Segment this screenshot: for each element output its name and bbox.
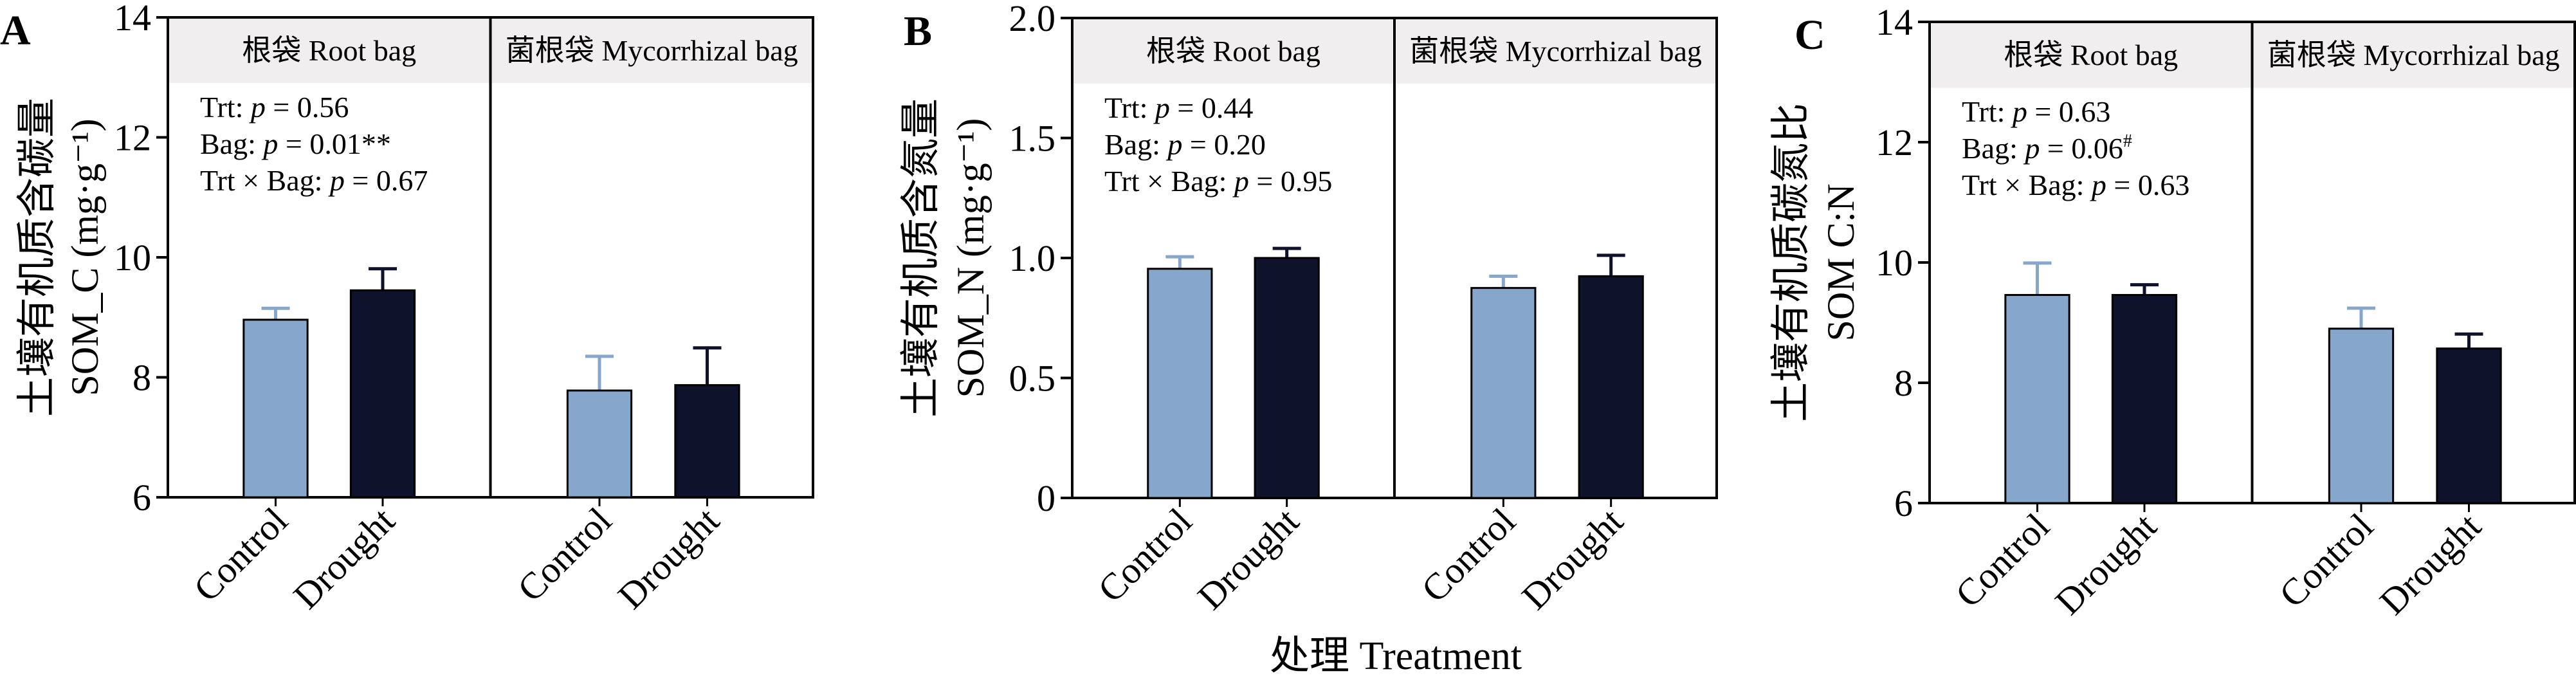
bar-drought [2111,293,2178,504]
x-tick-label: Drought [2047,505,2165,623]
x-tick-label: Drought [286,499,403,617]
y-axis-title-cn: 土壤有机质含氮量 [899,98,943,418]
x-tick-label: Drought [610,499,727,617]
bar-control [242,318,309,499]
stat-value: = 0.56 [266,91,349,124]
bar-drought [1254,257,1320,499]
panel-letter: B [904,8,932,55]
y-tick-label: 10 [1876,242,1913,284]
stat-text: Trt: p = 0.44 [1104,91,1253,124]
y-tick-label: 14 [114,0,151,39]
stat-p: p [2090,169,2106,201]
stat-superscript: # [2123,131,2132,151]
panel-letter: C [1795,12,1825,59]
stat-text: Bag: p = 0.06# [1962,131,2132,165]
bar-control [2004,293,2070,504]
bar-control [1470,287,1537,499]
stat-prefix: Bag: [200,127,263,160]
stat-value: = 0.95 [1249,165,1332,198]
y-axis-title-cn: 土壤有机质含碳量 [15,98,59,417]
stat-p: p [2011,95,2027,128]
stat-p: p [2023,132,2040,165]
x-tick-label: Drought [1513,500,1631,618]
x-axis-title: 处理 Treatment [1270,634,1522,678]
stat-prefix: Trt: [200,91,251,124]
x-tick-label: Control [185,499,295,609]
stat-prefix: Trt × Bag: [200,164,330,197]
x-tick-label: Control [2271,505,2381,615]
stat-value: = 0.06 [2040,132,2123,165]
stat-prefix: Trt: [1104,91,1155,124]
y-axis-title-en: SOM_N (mg·g⁻¹) [949,118,992,398]
y-tick-label: 10 [114,237,151,279]
stat-p: p [1232,165,1249,198]
stat-p: p [249,91,266,124]
stat-text: Trt × Bag: p = 0.63 [1962,169,2189,201]
stat-value: = 0.44 [1170,91,1253,124]
facet-label: 根袋 Root bag [2004,39,2178,71]
y-axis-title-en: SOM C:N [1820,183,1862,341]
stat-value: = 0.01** [278,127,390,160]
y-tick-label: 0 [1037,477,1055,519]
y-tick-label: 1.5 [1009,118,1056,160]
stat-value: = 0.67 [345,164,428,197]
stat-prefix: Trt × Bag: [1104,165,1234,198]
y-tick-label: 1.0 [1009,237,1056,279]
x-tick-label: Control [1090,500,1200,610]
stat-p: p [1153,91,1170,124]
stat-value: = 0.63 [2027,95,2110,128]
bar-control [566,389,633,499]
x-tick-label: Drought [1189,500,1307,618]
bar-drought [349,289,416,499]
x-tick-label: Control [1947,505,2057,615]
y-tick-label: 6 [1894,482,1913,524]
stat-prefix: Trt × Bag: [1962,169,2092,201]
x-tick-label: Control [509,499,619,609]
stat-prefix: Bag: [1962,132,2025,165]
bar-control [1147,268,1213,499]
y-tick-label: 12 [114,117,151,159]
facet-label: 菌根袋 Mycorrhizal bag [1409,35,1702,68]
y-tick-label: 0.5 [1009,358,1056,400]
y-tick-label: 2.0 [1009,0,1056,39]
stat-p: p [328,164,345,197]
stat-text: Trt: p = 0.63 [1962,95,2110,128]
y-tick-label: 6 [132,477,151,519]
panel-c: C 6 8 10 12 14 土壤有机质碳氮比 SOM C:N 根袋 Root bag Contr… [1769,1,2576,623]
y-axis-title-en: SOM_C (mg·g⁻¹) [64,118,106,396]
stat-p: p [1165,128,1182,161]
facet-label: 菌根袋 Mycorrhizal bag [506,34,798,67]
panel-b: B 0 0.5 1.0 1.5 2.0 土壤有机质含氮量 SOM_N (mg·g⁻¹) 根袋 R… [899,0,1718,618]
stat-text: Bag: p = 0.01** [200,127,391,160]
x-tick-label: Drought [2371,505,2489,623]
y-tick-label: 8 [132,357,151,399]
stat-prefix: Bag: [1104,128,1167,161]
facet-label: 根袋 Root bag [242,34,416,67]
panel-letter: A [0,7,31,54]
stat-value: = 0.20 [1182,128,1265,161]
stat-value: = 0.63 [2106,169,2189,201]
facet-label: 根袋 Root bag [1146,35,1320,68]
panel-a: A 6 8 10 12 14 土壤有机质含碳量 SOM_C (mg·g⁻¹) 根袋 Root b… [0,0,814,617]
y-axis-title-cn: 土壤有机质碳氮比 [1769,103,1813,422]
bar-drought [674,384,740,499]
stat-text: Trt: p = 0.56 [200,91,349,124]
y-tick-label: 14 [1876,1,1913,43]
y-tick-label: 8 [1894,362,1913,404]
x-tick-label: Control [1413,500,1523,610]
stat-text: Bag: p = 0.20 [1104,128,1266,161]
stat-text: Trt × Bag: p = 0.95 [1104,165,1332,198]
stat-p: p [261,127,278,160]
stat-text: Trt × Bag: p = 0.67 [200,164,428,197]
bar-drought [1578,275,1644,499]
y-tick-label: 12 [1876,122,1913,163]
bar-drought [2436,347,2502,504]
stat-prefix: Trt: [1962,95,2013,128]
facet-label: 菌根袋 Mycorrhizal bag [2267,39,2560,71]
bar-control [2328,327,2395,504]
